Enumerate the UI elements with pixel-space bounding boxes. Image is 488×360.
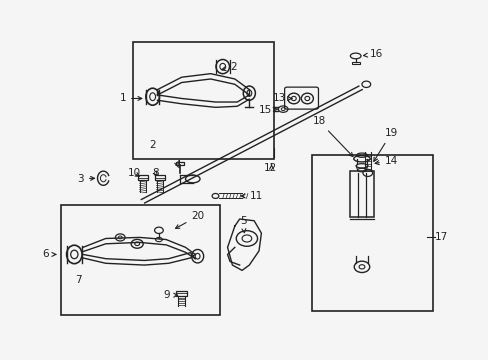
Text: 19: 19 [373, 128, 397, 161]
Text: 11: 11 [241, 191, 262, 201]
Text: 3: 3 [77, 174, 94, 184]
Text: 1: 1 [119, 94, 142, 103]
Text: 6: 6 [42, 249, 56, 260]
Bar [351, 62, 359, 64]
Text: 12: 12 [263, 163, 276, 173]
Bar [176, 291, 187, 296]
Text: 8: 8 [152, 168, 159, 178]
Bar [311, 155, 432, 311]
Text: 18: 18 [312, 116, 352, 157]
Text: 5: 5 [239, 216, 246, 233]
Text: 4: 4 [174, 160, 180, 170]
Text: 9: 9 [163, 290, 177, 300]
Text: 20: 20 [175, 211, 204, 228]
Text: 14: 14 [374, 156, 397, 166]
Bar [61, 205, 220, 315]
Text: 2: 2 [222, 62, 236, 72]
Text: 10: 10 [127, 168, 140, 178]
Text: 13: 13 [272, 94, 291, 103]
Text: 17: 17 [434, 232, 447, 242]
Bar [138, 175, 147, 180]
Text: 15: 15 [259, 105, 278, 115]
Bar [176, 162, 183, 166]
Bar [133, 42, 273, 159]
Text: 16: 16 [363, 49, 383, 59]
Text: 2: 2 [149, 140, 156, 149]
Text: 7: 7 [75, 275, 81, 285]
Bar [349, 171, 373, 217]
Bar [155, 175, 164, 180]
